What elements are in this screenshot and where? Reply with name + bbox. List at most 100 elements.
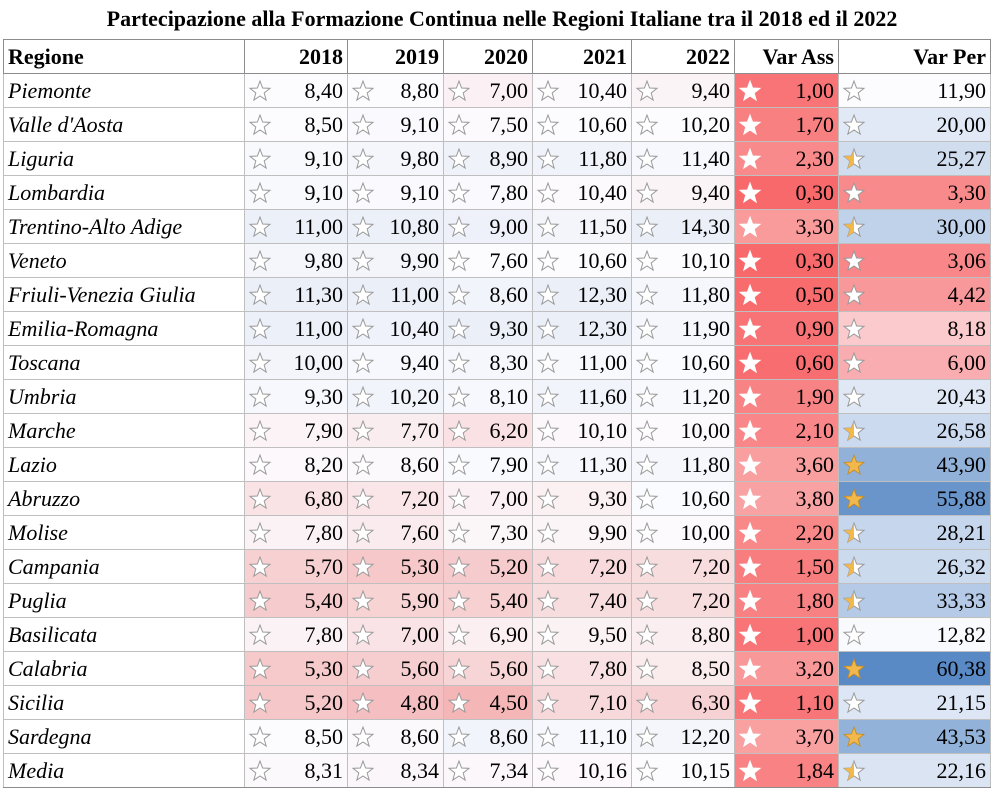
cell-2019[interactable]: 8,80 (347, 73, 444, 108)
cell-2022[interactable]: 6,30 (631, 685, 735, 720)
cell-2022[interactable]: 9,40 (631, 73, 735, 108)
cell-var-per[interactable]: 26,32 (838, 549, 991, 584)
cell-2020[interactable]: 6,20 (443, 413, 533, 448)
cell-2022[interactable]: 10,15 (631, 753, 735, 788)
cell-regione[interactable]: Toscana (3, 345, 245, 380)
cell-var-per[interactable]: 55,88 (838, 481, 991, 516)
cell-regione[interactable]: Lombardia (3, 175, 245, 210)
cell-2020[interactable]: 7,00 (443, 481, 533, 516)
cell-var-ass[interactable]: 0,30 (734, 175, 839, 210)
cell-var-per[interactable]: 20,00 (838, 107, 991, 142)
cell-var-ass[interactable]: 1,50 (734, 549, 839, 584)
cell-2022[interactable]: 9,40 (631, 175, 735, 210)
cell-regione[interactable]: Friuli-Venezia Giulia (3, 277, 245, 312)
cell-2019[interactable]: 8,60 (347, 447, 444, 482)
cell-2022[interactable]: 11,80 (631, 277, 735, 312)
cell-var-ass[interactable]: 1,00 (734, 617, 839, 652)
cell-2019[interactable]: 9,90 (347, 243, 444, 278)
header-var-per[interactable]: Var Per (838, 39, 991, 74)
cell-2021[interactable]: 10,60 (532, 107, 632, 142)
cell-2020[interactable]: 9,00 (443, 209, 533, 244)
cell-2018[interactable]: 7,90 (244, 413, 348, 448)
cell-var-per[interactable]: 8,18 (838, 311, 991, 346)
cell-2020[interactable]: 9,30 (443, 311, 533, 346)
cell-2018[interactable]: 8,50 (244, 719, 348, 754)
header-regione[interactable]: Regione (3, 39, 245, 74)
cell-2021[interactable]: 10,40 (532, 175, 632, 210)
cell-2022[interactable]: 11,90 (631, 311, 735, 346)
cell-2020[interactable]: 7,50 (443, 107, 533, 142)
cell-2021[interactable]: 7,20 (532, 549, 632, 584)
cell-var-per[interactable]: 25,27 (838, 141, 991, 176)
header-2019[interactable]: 2019 (347, 39, 444, 74)
cell-2021[interactable]: 11,00 (532, 345, 632, 380)
cell-2021[interactable]: 11,50 (532, 209, 632, 244)
cell-var-ass[interactable]: 3,20 (734, 651, 839, 686)
cell-2018[interactable]: 11,00 (244, 311, 348, 346)
cell-2019[interactable]: 8,60 (347, 719, 444, 754)
cell-2019[interactable]: 11,00 (347, 277, 444, 312)
cell-2018[interactable]: 5,20 (244, 685, 348, 720)
cell-var-ass[interactable]: 1,70 (734, 107, 839, 142)
cell-2022[interactable]: 11,40 (631, 141, 735, 176)
cell-2020[interactable]: 8,10 (443, 379, 533, 414)
cell-2019[interactable]: 10,80 (347, 209, 444, 244)
cell-2021[interactable]: 12,30 (532, 311, 632, 346)
cell-regione[interactable]: Molise (3, 515, 245, 550)
cell-var-per[interactable]: 43,90 (838, 447, 991, 482)
cell-2020[interactable]: 7,30 (443, 515, 533, 550)
header-2020[interactable]: 2020 (443, 39, 533, 74)
cell-var-per[interactable]: 3,06 (838, 243, 991, 278)
cell-2019[interactable]: 7,60 (347, 515, 444, 550)
cell-2018[interactable]: 10,00 (244, 345, 348, 380)
cell-2018[interactable]: 5,30 (244, 651, 348, 686)
cell-2018[interactable]: 9,80 (244, 243, 348, 278)
cell-2018[interactable]: 11,30 (244, 277, 348, 312)
cell-2020[interactable]: 8,30 (443, 345, 533, 380)
cell-regione[interactable]: Umbria (3, 379, 245, 414)
cell-2022[interactable]: 10,20 (631, 107, 735, 142)
cell-2020[interactable]: 8,60 (443, 277, 533, 312)
cell-2018[interactable]: 8,20 (244, 447, 348, 482)
cell-2022[interactable]: 10,60 (631, 345, 735, 380)
cell-2018[interactable]: 5,40 (244, 583, 348, 618)
cell-2021[interactable]: 7,10 (532, 685, 632, 720)
cell-2020[interactable]: 8,90 (443, 141, 533, 176)
cell-var-ass[interactable]: 2,30 (734, 141, 839, 176)
cell-var-per[interactable]: 21,15 (838, 685, 991, 720)
cell-2019[interactable]: 10,20 (347, 379, 444, 414)
cell-regione[interactable]: Emilia-Romagna (3, 311, 245, 346)
cell-var-per[interactable]: 30,00 (838, 209, 991, 244)
cell-2019[interactable]: 5,60 (347, 651, 444, 686)
cell-2018[interactable]: 5,70 (244, 549, 348, 584)
cell-2022[interactable]: 7,20 (631, 549, 735, 584)
cell-2021[interactable]: 10,16 (532, 753, 632, 788)
cell-var-ass[interactable]: 3,60 (734, 447, 839, 482)
cell-2018[interactable]: 8,50 (244, 107, 348, 142)
cell-2021[interactable]: 11,30 (532, 447, 632, 482)
cell-2022[interactable]: 10,00 (631, 515, 735, 550)
cell-regione[interactable]: Campania (3, 549, 245, 584)
cell-2021[interactable]: 7,40 (532, 583, 632, 618)
cell-var-ass[interactable]: 0,60 (734, 345, 839, 380)
cell-regione[interactable]: Sardegna (3, 719, 245, 754)
cell-var-ass[interactable]: 1,10 (734, 685, 839, 720)
cell-2019[interactable]: 9,80 (347, 141, 444, 176)
cell-2020[interactable]: 7,00 (443, 73, 533, 108)
cell-2020[interactable]: 5,40 (443, 583, 533, 618)
cell-regione[interactable]: Veneto (3, 243, 245, 278)
header-2018[interactable]: 2018 (244, 39, 348, 74)
cell-2018[interactable]: 9,10 (244, 175, 348, 210)
cell-regione[interactable]: Marche (3, 413, 245, 448)
cell-2018[interactable]: 9,30 (244, 379, 348, 414)
cell-2022[interactable]: 8,80 (631, 617, 735, 652)
cell-regione[interactable]: Liguria (3, 141, 245, 176)
cell-2018[interactable]: 7,80 (244, 515, 348, 550)
cell-var-ass[interactable]: 1,84 (734, 753, 839, 788)
cell-2020[interactable]: 5,20 (443, 549, 533, 584)
cell-2022[interactable]: 11,20 (631, 379, 735, 414)
cell-var-ass[interactable]: 1,90 (734, 379, 839, 414)
cell-regione[interactable]: Basilicata (3, 617, 245, 652)
cell-var-ass[interactable]: 1,80 (734, 583, 839, 618)
cell-var-per[interactable]: 26,58 (838, 413, 991, 448)
